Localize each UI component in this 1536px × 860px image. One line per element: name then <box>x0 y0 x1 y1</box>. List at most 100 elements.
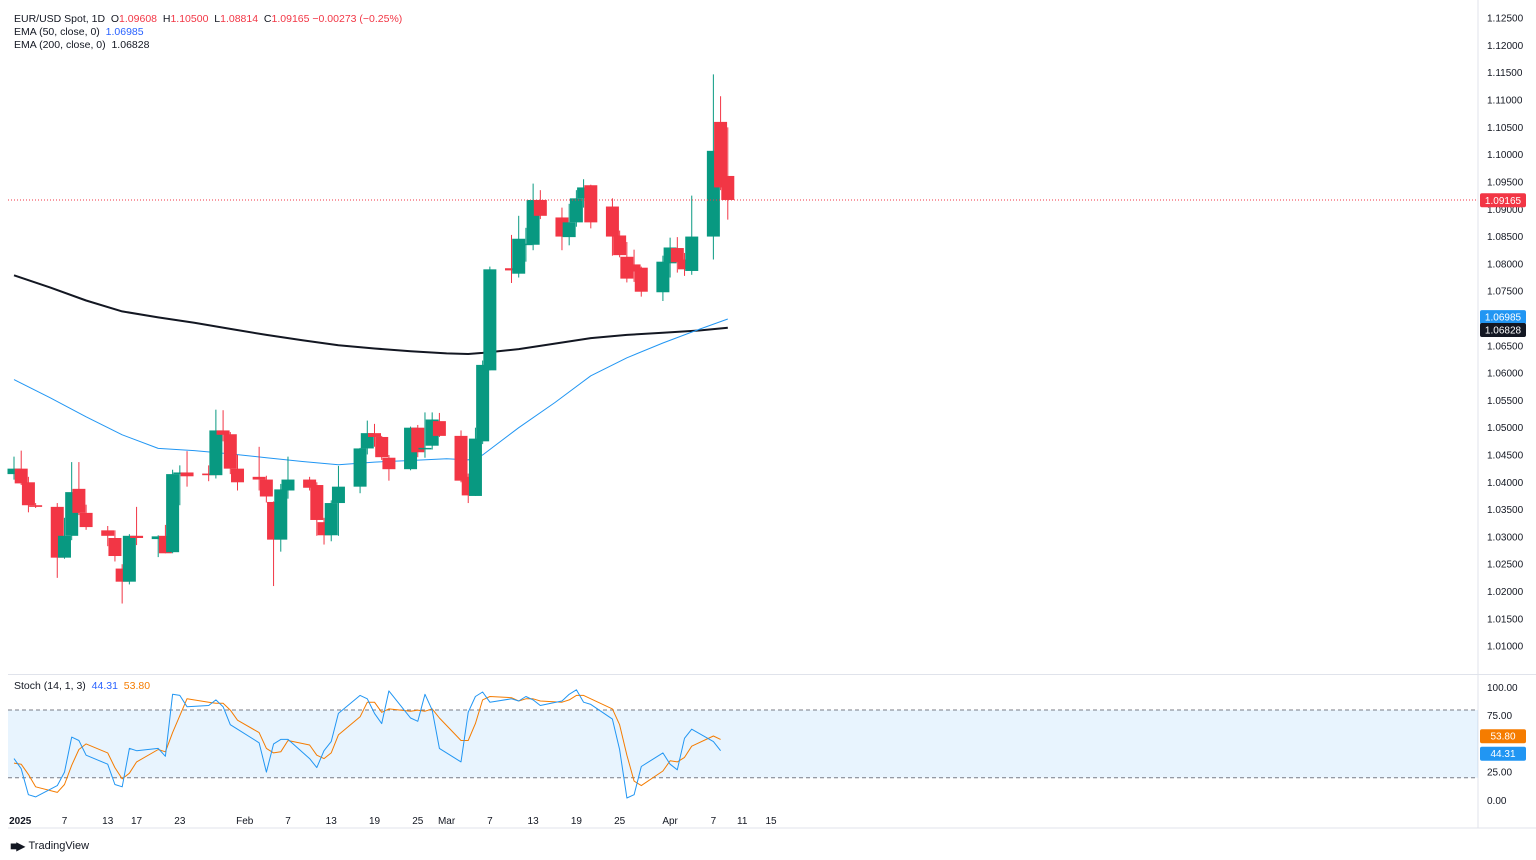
price-tick-label: 1.03500 <box>1487 505 1524 516</box>
candle <box>468 427 482 496</box>
price-tick-label: 1.01500 <box>1487 614 1524 625</box>
candle-body <box>72 488 86 513</box>
candle-body <box>303 479 317 488</box>
legend-ema50[interactable]: EMA (50, close, 0) 1.06985 <box>14 26 144 39</box>
time-tick-label: 13 <box>528 816 540 827</box>
candle-body <box>411 427 425 453</box>
candle-body <box>7 468 21 475</box>
legend-stoch[interactable]: Stoch (14, 1, 3) 44.31 53.80 <box>14 680 150 693</box>
time-tick-label: 7 <box>711 816 717 827</box>
candle <box>432 412 446 437</box>
candle <box>634 266 648 297</box>
candle-body <box>627 264 641 272</box>
ema50-axis-label-text: 1.06985 <box>1485 313 1522 324</box>
low-label: L <box>214 13 221 25</box>
candle-body <box>584 185 598 223</box>
price-tick-label: 1.11500 <box>1487 68 1523 79</box>
high-value: 1.10500 <box>170 13 209 25</box>
candle <box>274 483 288 552</box>
candle-body <box>512 238 526 274</box>
ema50-axis-label: 1.06985 <box>1480 310 1526 325</box>
price-tick-label: 1.02000 <box>1487 587 1524 598</box>
candle <box>483 266 497 371</box>
candle <box>231 454 245 491</box>
stoch-d-axis-label-text: 53.80 <box>1490 732 1515 743</box>
candle <box>108 530 122 562</box>
price-tick-label: 1.12500 <box>1487 14 1524 25</box>
time-tick-label: 17 <box>131 816 143 827</box>
candle <box>678 252 692 276</box>
time-tick-label: 7 <box>62 816 68 827</box>
ema200-value: 1.06828 <box>111 39 150 51</box>
candle <box>714 96 728 191</box>
stoch-axis[interactable]: 100.00 75.00 25.00 0.00 <box>1487 683 1518 807</box>
candle-body <box>310 485 324 520</box>
candle-body <box>151 536 165 540</box>
legend-ema200[interactable]: EMA (200, close, 0) 1.06828 <box>14 39 149 52</box>
time-tick-label: 2025 <box>9 816 32 827</box>
price-tick-label: 1.08000 <box>1487 259 1524 270</box>
candle-body <box>180 472 194 477</box>
time-tick-label: 23 <box>174 816 186 827</box>
stoch-d-axis-label: 53.80 <box>1480 729 1526 744</box>
stoch-d-value: 53.80 <box>123 680 151 692</box>
candle <box>476 360 490 445</box>
candle <box>7 456 21 480</box>
candle-body <box>569 198 583 223</box>
candle <box>418 412 432 458</box>
candle-body <box>432 421 446 436</box>
candle-body <box>274 489 288 540</box>
candle-body <box>173 472 187 475</box>
legend-symbol[interactable]: EUR/USD Spot, 1D O1.09608 H1.10500 L1.08… <box>14 13 402 26</box>
candle-body <box>108 537 122 557</box>
last-price-label: 1.09165 <box>1480 193 1526 208</box>
candle <box>57 517 71 559</box>
price-tick-label: 1.09000 <box>1487 205 1524 216</box>
candle <box>577 179 591 208</box>
price-tick-label: 1.06500 <box>1487 341 1524 352</box>
ema200-layer <box>13 274 728 355</box>
ema200-axis-label-text: 1.06828 <box>1485 326 1522 337</box>
candle <box>656 255 670 302</box>
stoch-tick-label: 0.00 <box>1487 796 1507 807</box>
candle <box>375 435 389 460</box>
candle <box>310 482 324 536</box>
candle-body <box>519 243 533 246</box>
candle-body <box>324 503 338 536</box>
candle-body <box>209 430 223 476</box>
candle <box>209 409 223 479</box>
candle <box>79 504 93 530</box>
price-tick-label: 1.04000 <box>1487 478 1524 489</box>
ema50-axis-label-box <box>1480 310 1526 325</box>
candle-body <box>656 261 670 293</box>
candle-body <box>382 457 396 470</box>
candle-body <box>454 435 468 481</box>
stoch-tick-label: 75.00 <box>1487 711 1512 722</box>
candle-body <box>166 474 180 553</box>
tradingview-logo-icon: ■▶ <box>10 839 26 853</box>
candle <box>173 465 187 506</box>
open-label: O <box>110 13 120 25</box>
candle <box>166 469 180 554</box>
change-value: −0.00273 (−0.25%) <box>312 13 403 25</box>
candle-body <box>101 530 115 536</box>
candle <box>122 534 136 585</box>
low-value: 1.08814 <box>220 13 259 25</box>
time-tick-label: Mar <box>438 816 456 827</box>
candle <box>533 190 547 220</box>
tradingview-brand[interactable]: ■▶ TradingView <box>10 839 89 853</box>
candle-body <box>331 486 345 504</box>
candle <box>562 203 576 246</box>
candle-body <box>57 535 71 558</box>
candle-body <box>721 175 735 200</box>
candle-body <box>562 222 576 238</box>
candle-body <box>79 512 93 528</box>
candle-body <box>231 468 245 483</box>
time-axis[interactable]: 2025 7 13 17 23 Feb 7 13 19 25 Mar 7 13 19 25 Apr 7 11 15 <box>9 816 777 827</box>
candle <box>29 503 43 508</box>
ema50-value: 1.06985 <box>105 26 144 38</box>
time-tick-label: 25 <box>614 816 626 827</box>
time-tick-label: 15 <box>765 816 777 827</box>
price-tick-label: 1.01000 <box>1487 642 1524 653</box>
